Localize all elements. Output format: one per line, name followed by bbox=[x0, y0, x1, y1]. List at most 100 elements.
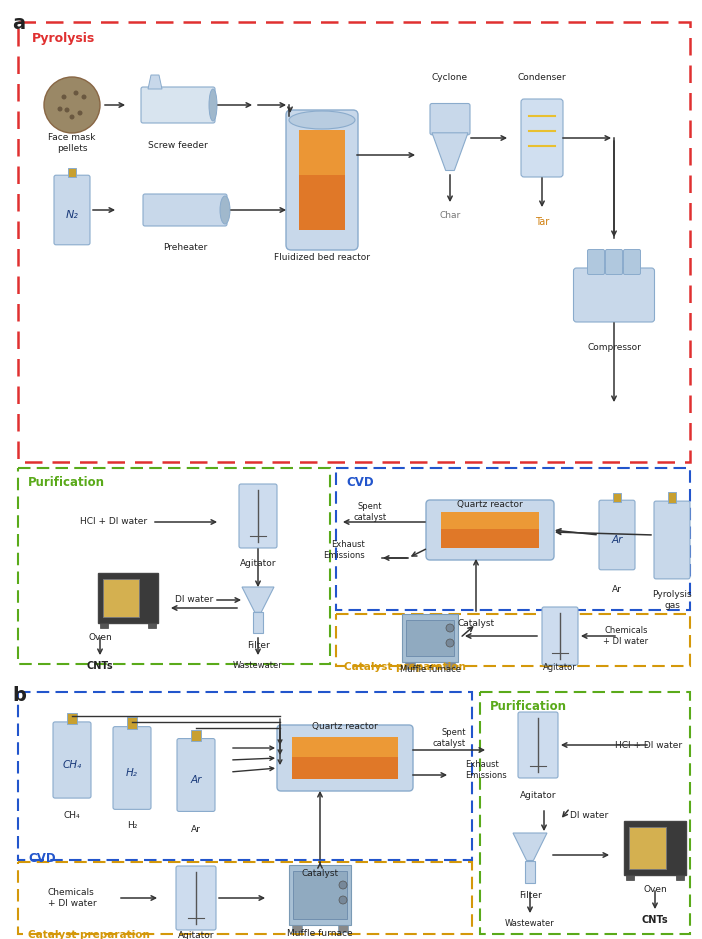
Text: Agitator: Agitator bbox=[543, 664, 577, 672]
FancyBboxPatch shape bbox=[338, 925, 348, 932]
Text: CH₄: CH₄ bbox=[62, 760, 81, 770]
Circle shape bbox=[44, 77, 100, 133]
FancyBboxPatch shape bbox=[67, 714, 77, 724]
FancyBboxPatch shape bbox=[293, 871, 347, 919]
Text: Spent
catalyst: Spent catalyst bbox=[433, 729, 466, 747]
FancyBboxPatch shape bbox=[426, 500, 554, 560]
FancyBboxPatch shape bbox=[113, 727, 151, 809]
FancyBboxPatch shape bbox=[441, 512, 539, 530]
FancyBboxPatch shape bbox=[406, 620, 454, 656]
FancyBboxPatch shape bbox=[148, 623, 156, 628]
FancyBboxPatch shape bbox=[253, 612, 263, 633]
Text: Cyclone: Cyclone bbox=[432, 73, 468, 83]
Text: Exhaust
Emissions: Exhaust Emissions bbox=[323, 540, 365, 560]
FancyBboxPatch shape bbox=[292, 737, 398, 757]
Circle shape bbox=[62, 95, 67, 100]
FancyBboxPatch shape bbox=[292, 737, 398, 779]
Text: Purification: Purification bbox=[28, 476, 105, 489]
FancyBboxPatch shape bbox=[574, 268, 654, 322]
Text: Chemicals
+ DI water: Chemicals + DI water bbox=[48, 888, 97, 908]
Text: Muffle furnace: Muffle furnace bbox=[399, 666, 461, 674]
Text: Filter: Filter bbox=[246, 640, 270, 650]
FancyBboxPatch shape bbox=[292, 925, 302, 932]
Text: Catalyst: Catalyst bbox=[301, 870, 338, 879]
Circle shape bbox=[446, 624, 454, 632]
Text: Agitator: Agitator bbox=[519, 792, 556, 801]
Polygon shape bbox=[242, 587, 274, 612]
Text: a: a bbox=[12, 14, 25, 33]
Text: CVD: CVD bbox=[346, 476, 373, 489]
Text: Char: Char bbox=[439, 211, 461, 221]
Circle shape bbox=[74, 90, 79, 96]
FancyBboxPatch shape bbox=[54, 176, 90, 245]
Text: Compressor: Compressor bbox=[587, 344, 641, 352]
Text: Agitator: Agitator bbox=[240, 560, 277, 568]
FancyBboxPatch shape bbox=[177, 739, 215, 811]
Text: N₂: N₂ bbox=[65, 210, 79, 220]
Text: Quartz reactor: Quartz reactor bbox=[312, 721, 378, 731]
Circle shape bbox=[446, 639, 454, 647]
FancyBboxPatch shape bbox=[239, 484, 277, 548]
Text: Preheater: Preheater bbox=[163, 243, 207, 253]
Polygon shape bbox=[148, 75, 162, 89]
FancyBboxPatch shape bbox=[103, 579, 139, 617]
Circle shape bbox=[58, 106, 62, 112]
Polygon shape bbox=[513, 833, 547, 860]
FancyBboxPatch shape bbox=[100, 623, 108, 628]
Text: Filter: Filter bbox=[519, 890, 541, 900]
FancyBboxPatch shape bbox=[286, 110, 358, 250]
Text: Pyrolysis
gas: Pyrolysis gas bbox=[652, 591, 691, 609]
Text: Catalyst preparation: Catalyst preparation bbox=[344, 662, 466, 672]
FancyBboxPatch shape bbox=[624, 821, 686, 875]
Text: Purification: Purification bbox=[490, 700, 567, 713]
Text: Oven: Oven bbox=[643, 885, 667, 895]
Text: H₂: H₂ bbox=[126, 768, 138, 778]
Text: Quartz reactor: Quartz reactor bbox=[457, 500, 523, 509]
FancyBboxPatch shape bbox=[299, 130, 345, 175]
FancyBboxPatch shape bbox=[53, 722, 91, 798]
FancyBboxPatch shape bbox=[521, 99, 563, 177]
FancyBboxPatch shape bbox=[176, 866, 216, 930]
Polygon shape bbox=[432, 132, 468, 171]
Circle shape bbox=[339, 881, 347, 889]
Text: Catalyst: Catalyst bbox=[458, 620, 495, 628]
Circle shape bbox=[69, 115, 74, 119]
FancyBboxPatch shape bbox=[67, 167, 77, 177]
FancyBboxPatch shape bbox=[405, 662, 415, 669]
FancyBboxPatch shape bbox=[441, 512, 539, 548]
Text: b: b bbox=[12, 686, 26, 705]
FancyBboxPatch shape bbox=[98, 573, 158, 623]
Text: Spent
catalyst: Spent catalyst bbox=[353, 502, 387, 522]
FancyBboxPatch shape bbox=[654, 501, 690, 579]
Text: DI water: DI water bbox=[570, 810, 608, 820]
Text: Condenser: Condenser bbox=[517, 73, 567, 83]
Text: Screw feeder: Screw feeder bbox=[148, 141, 208, 149]
FancyBboxPatch shape bbox=[629, 827, 666, 869]
Text: Ar: Ar bbox=[611, 535, 623, 545]
FancyBboxPatch shape bbox=[518, 712, 558, 778]
Ellipse shape bbox=[220, 196, 230, 224]
Text: DI water: DI water bbox=[175, 595, 213, 605]
Text: Ar: Ar bbox=[191, 825, 201, 835]
FancyBboxPatch shape bbox=[626, 875, 634, 880]
Text: Pyrolysis: Pyrolysis bbox=[32, 32, 95, 45]
Text: Chemicals
+ DI water: Chemicals + DI water bbox=[603, 626, 648, 646]
FancyBboxPatch shape bbox=[127, 717, 137, 729]
Text: CNTs: CNTs bbox=[642, 915, 668, 925]
FancyBboxPatch shape bbox=[623, 250, 640, 274]
Text: Fluidized bed reactor: Fluidized bed reactor bbox=[274, 254, 370, 263]
Text: Tar: Tar bbox=[535, 217, 549, 227]
Text: Wastewater: Wastewater bbox=[505, 919, 555, 929]
Text: CVD: CVD bbox=[28, 852, 55, 865]
FancyBboxPatch shape bbox=[141, 87, 215, 123]
Text: Catalyst preparation: Catalyst preparation bbox=[28, 930, 150, 939]
Circle shape bbox=[77, 111, 83, 115]
Circle shape bbox=[81, 95, 86, 100]
FancyBboxPatch shape bbox=[606, 250, 623, 274]
FancyBboxPatch shape bbox=[299, 130, 345, 230]
Text: Face mask
pellets: Face mask pellets bbox=[48, 133, 95, 153]
Circle shape bbox=[339, 896, 347, 904]
FancyBboxPatch shape bbox=[191, 731, 201, 741]
Text: Agitator: Agitator bbox=[178, 931, 214, 939]
FancyBboxPatch shape bbox=[289, 865, 351, 925]
